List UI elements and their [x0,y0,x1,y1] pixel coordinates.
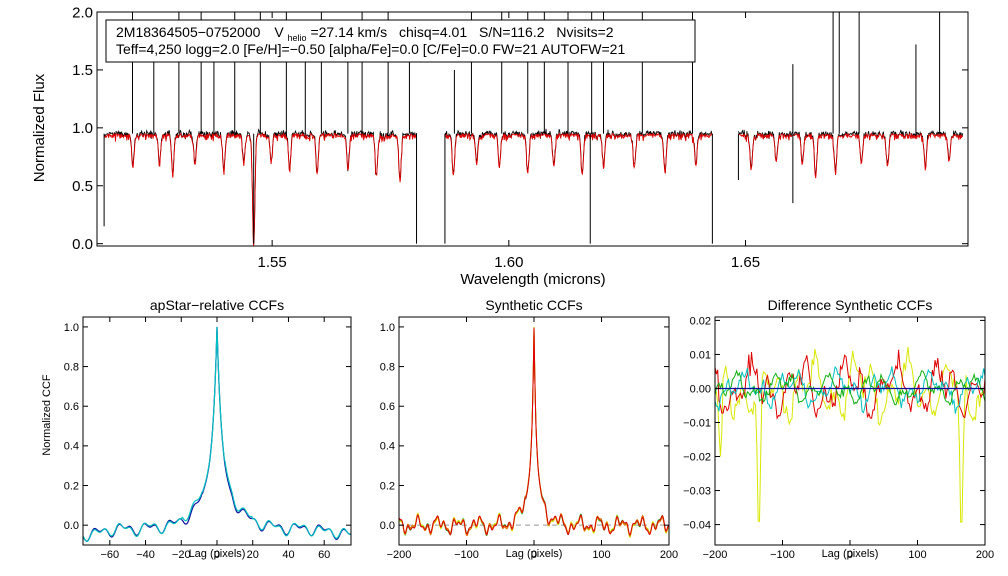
vhelio-label: V [274,24,284,40]
x-tick-label: 1.55 [258,254,287,271]
spectrum-frame [96,11,969,247]
y-tick-label: 1.5 [72,62,93,79]
y-tick-label: 1.0 [380,322,395,334]
chisq-value: chisq=4.01 [399,24,467,40]
y-tick-label: 1.0 [72,120,93,137]
diff-ccf-panel: Difference Synthetic CCFs −200 −100 0 100 20… [683,297,994,561]
nvisits-value: Nvisits=2 [556,24,613,40]
y-tick-label: 0.0 [380,520,395,532]
vhelio-value: =27.14 km/s [310,24,387,40]
x-tick-label: −200 [703,549,728,561]
apstar-ccf-plot-area [82,326,352,542]
y-tick-label: −0.01 [683,417,711,429]
spectrum-annotation-line1: 2M18364505−0752000 V helio =27.14 km/s c… [116,24,614,44]
model-spectrum-line [738,132,964,179]
diff-ccf-series-group [715,346,985,523]
x-tick-label: −100 [454,549,479,561]
spectrum-annotation-box [105,19,696,63]
synthetic-ccf-line [398,327,670,536]
synthetic-ccf-plot-area [398,326,670,539]
y-tick-label: 0.02 [690,315,711,327]
x-tick-label: −20 [172,549,191,561]
x-tick-label: −40 [136,549,155,561]
y-tick-label: 1.0 [64,322,79,334]
x-tick-label: 200 [976,549,994,561]
y-tick-label: −0.04 [683,519,711,531]
diff-ccf-frame [714,316,986,546]
y-tick-label: 0.6 [64,401,79,413]
apstar-ccf-frame [82,316,352,546]
observed-spectrum-line [103,128,417,246]
spectrum-ticks: 1.55 1.60 1.65 0.0 0.5 1.0 1.5 2.0 [72,4,968,271]
spectrum-annotation-line2: Teff=4,250 logg=2.0 [Fe/H]=−0.50 [alpha/… [116,41,625,57]
x-tick-label: 0 [531,549,537,561]
diff-ccf-title: Difference Synthetic CCFs [768,297,933,313]
synthetic-ccf-title: Synthetic CCFs [485,297,582,313]
y-tick-label: 0.8 [380,361,395,373]
x-tick-label: 0 [847,549,853,561]
x-tick-label: −100 [770,549,795,561]
x-tick-label: 20 [247,549,259,561]
y-tick-label: −0.02 [683,451,711,463]
apstar-ccf-panel: apStar−relative CCFs −60 −40 −20 0 20 40 60 0.0… [41,297,352,561]
apstar-ccf-line [82,326,351,542]
y-tick-label: 0.01 [690,349,711,361]
x-tick-label: 1.60 [494,254,523,271]
y-tick-label: 0.0 [72,236,93,253]
y-tick-label: 0.6 [380,401,395,413]
apstar-ccf-ylabel: Normalized CCF [41,374,53,456]
vhelio-subscript: helio [288,33,307,43]
y-tick-label: 0.0 [64,520,79,532]
x-tick-label: −200 [387,549,412,561]
x-tick-label: 0 [214,549,220,561]
x-tick-label: 1.65 [731,254,760,271]
x-tick-label: 200 [660,549,678,561]
y-tick-label: 0.4 [64,441,79,453]
y-tick-label: 0.2 [64,480,79,492]
x-tick-label: 60 [318,549,330,561]
diff-ccf-line [715,346,985,523]
synthetic-ccf-panel: Synthetic CCFs −200 −100 0 100 200 0.0 0.2 0.4 0… [380,297,678,561]
synthetic-ccf-ticks: −200 −100 0 100 200 0.0 0.2 0.4 0.6 0.8 1.0 [380,317,678,561]
apstar-ccf-ticks: −60 −40 −20 0 20 40 60 0.0 0.2 0.4 0.6 0.8 1.0 [64,317,351,561]
spectrum-ylabel: Normalized Flux [31,73,48,182]
y-tick-label: 0.2 [380,480,395,492]
y-tick-label: 2.0 [72,4,93,21]
spectrum-panel: 1.55 1.60 1.65 0.0 0.5 1.0 1.5 2.0 2M18364505−0… [31,4,969,288]
synthetic-ccf-xlabel: Lag (pixels) [506,548,563,560]
model-spectrum-line [444,132,713,176]
diff-ccf-xlabel: Lag (pixels) [822,548,879,560]
y-tick-label: −0.03 [683,485,711,497]
y-tick-label: 0.4 [380,441,395,453]
apstar-ccf-line [82,326,352,542]
y-tick-label: 0.5 [72,178,93,195]
apstar-ccf-title: apStar−relative CCFs [150,297,284,313]
x-tick-label: −60 [100,549,119,561]
diff-ccf-ticks: −200 −100 0 100 200 −0.04 −0.03 −0.02 −0.01 0.00 0… [683,315,994,561]
model-spectrum-line [104,132,417,246]
diff-ccf-plot-area [715,346,985,523]
y-tick-label: 0.00 [690,383,711,395]
x-tick-label: 100 [908,549,926,561]
y-tick-label: 0.8 [64,361,79,373]
star-id: 2M18364505−0752000 [116,24,261,40]
snr-value: S/N=116.2 [479,24,545,40]
spectrum-xlabel: Wavelength (microns) [460,271,605,288]
x-tick-label: 100 [592,549,610,561]
x-tick-label: 40 [282,549,294,561]
apstar-ccf-xlabel: Lag (pixels) [189,548,246,560]
